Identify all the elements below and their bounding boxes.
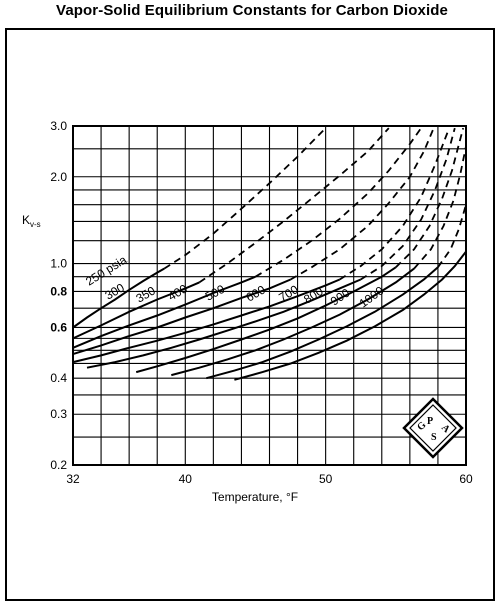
curve-label: 600 — [244, 282, 269, 304]
chart-title: Vapor-Solid Equilibrium Constants for Ca… — [56, 2, 448, 19]
curve-dashed-6 — [395, 127, 465, 268]
curve-dashed-2 — [255, 127, 422, 278]
svg-text:S: S — [431, 432, 437, 443]
y-tick-label: 0.8 — [50, 284, 67, 298]
curve-label: 300 — [103, 280, 128, 302]
curve-solid-4 — [72, 278, 341, 364]
curve-label: 500 — [203, 282, 228, 304]
curve-solid-5 — [86, 278, 362, 369]
curve-label: 900 — [328, 286, 353, 309]
y-tick-label: 0.6 — [50, 320, 67, 334]
curve-solid-0 — [72, 267, 165, 329]
curve-dashed-5 — [360, 127, 456, 281]
svg-text:P: P — [427, 416, 433, 427]
x-tick-label: 32 — [66, 472, 80, 486]
y-tick-label: 2.0 — [50, 170, 67, 184]
curves — [72, 127, 467, 381]
curve-dashed-7 — [413, 146, 467, 270]
curve-solid-8 — [206, 266, 439, 380]
y-tick-label: 0.3 — [50, 407, 67, 421]
curve-solid-9 — [234, 250, 467, 381]
y-axis-label: Kv-s — [22, 213, 41, 229]
y-tick-label: 0.4 — [50, 371, 67, 385]
curve-dashed-3 — [290, 127, 435, 281]
curve-dashed-4 — [339, 127, 451, 281]
x-tick-label: 50 — [319, 472, 333, 486]
curve-solid-1 — [72, 281, 200, 340]
y-tick-label: 1.0 — [50, 257, 67, 271]
x-axis-label: Temperature, °F — [212, 490, 298, 504]
y-axis-label-main: K — [22, 213, 30, 227]
curve-solid-7 — [171, 267, 415, 377]
curve-label: 250 psia — [83, 252, 129, 288]
curve-solid-2 — [72, 275, 256, 349]
curve-label: 400 — [166, 281, 191, 303]
y-axis-label-sub: v-s — [30, 220, 41, 229]
curve-dashed-0 — [163, 127, 327, 270]
curve-dashed-1 — [198, 127, 390, 284]
plot-area-border — [72, 125, 467, 466]
x-tick-label: 60 — [459, 472, 473, 486]
grid-lines — [72, 125, 467, 466]
curve-label: 350 — [134, 283, 159, 305]
chart-frame — [5, 28, 495, 601]
gpsa-logo: G P S A — [402, 397, 464, 459]
curve-solid-6 — [135, 266, 397, 374]
x-tick-labels: 32 40 50 60 — [66, 472, 473, 486]
y-tick-label: 3.0 — [50, 119, 67, 133]
y-tick-labels: 0.2 0.3 0.4 0.6 0.8 1.0 2.0 3.0 — [50, 119, 67, 472]
x-tick-label: 40 — [179, 472, 193, 486]
y-tick-label: 0.2 — [50, 458, 67, 472]
curve-solid-3 — [72, 278, 291, 356]
